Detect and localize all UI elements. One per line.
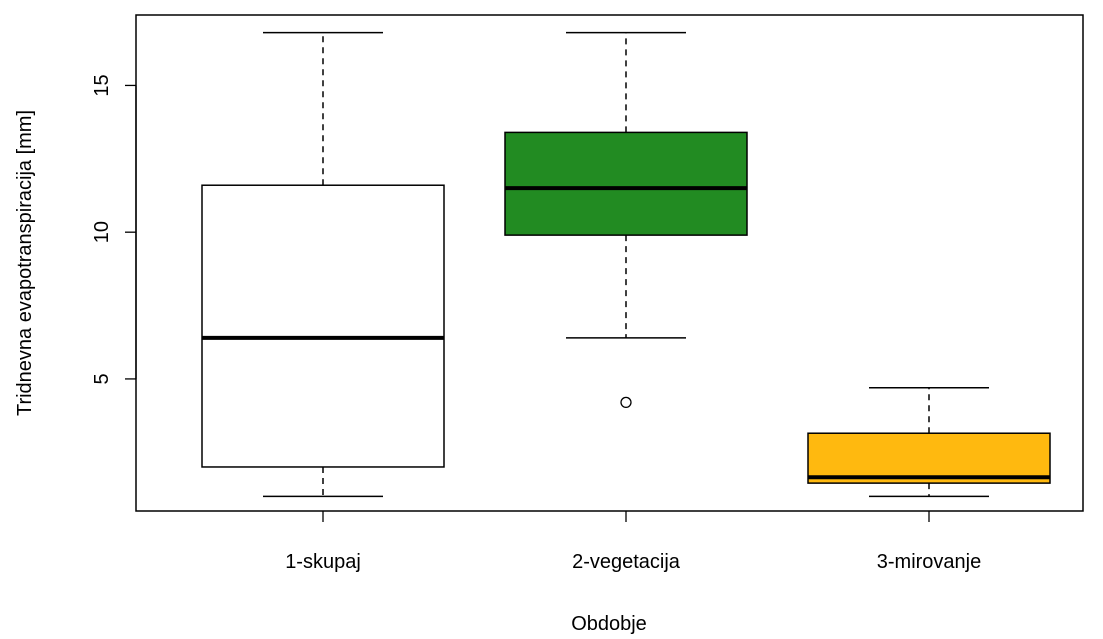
iqr-box bbox=[504, 131, 748, 236]
box-1-skupaj bbox=[201, 31, 445, 498]
box-2-vegetacija bbox=[504, 31, 748, 409]
box-3-mirovanje bbox=[807, 386, 1051, 498]
y-tick-label: 5 bbox=[91, 373, 113, 384]
x-axis-title: Obdobje bbox=[571, 613, 647, 635]
iqr-box bbox=[807, 432, 1051, 484]
y-axis: 5 10 15 bbox=[91, 74, 137, 384]
x-tick-label: 3-mirovanje bbox=[877, 551, 981, 573]
x-tick-label: 1-skupaj bbox=[285, 551, 361, 573]
x-axis: 1-skupaj 2-vegetacija 3-mirovanje bbox=[285, 511, 981, 573]
y-tick-label: 15 bbox=[91, 74, 113, 96]
boxes-layer bbox=[201, 31, 1051, 498]
iqr-box bbox=[201, 184, 445, 468]
y-axis-title: Tridnevna evapotranspiracija [mm] bbox=[14, 110, 36, 416]
outlier-point bbox=[620, 396, 632, 409]
y-tick-label: 10 bbox=[91, 221, 113, 243]
x-tick-label: 2-vegetacija bbox=[572, 551, 681, 573]
